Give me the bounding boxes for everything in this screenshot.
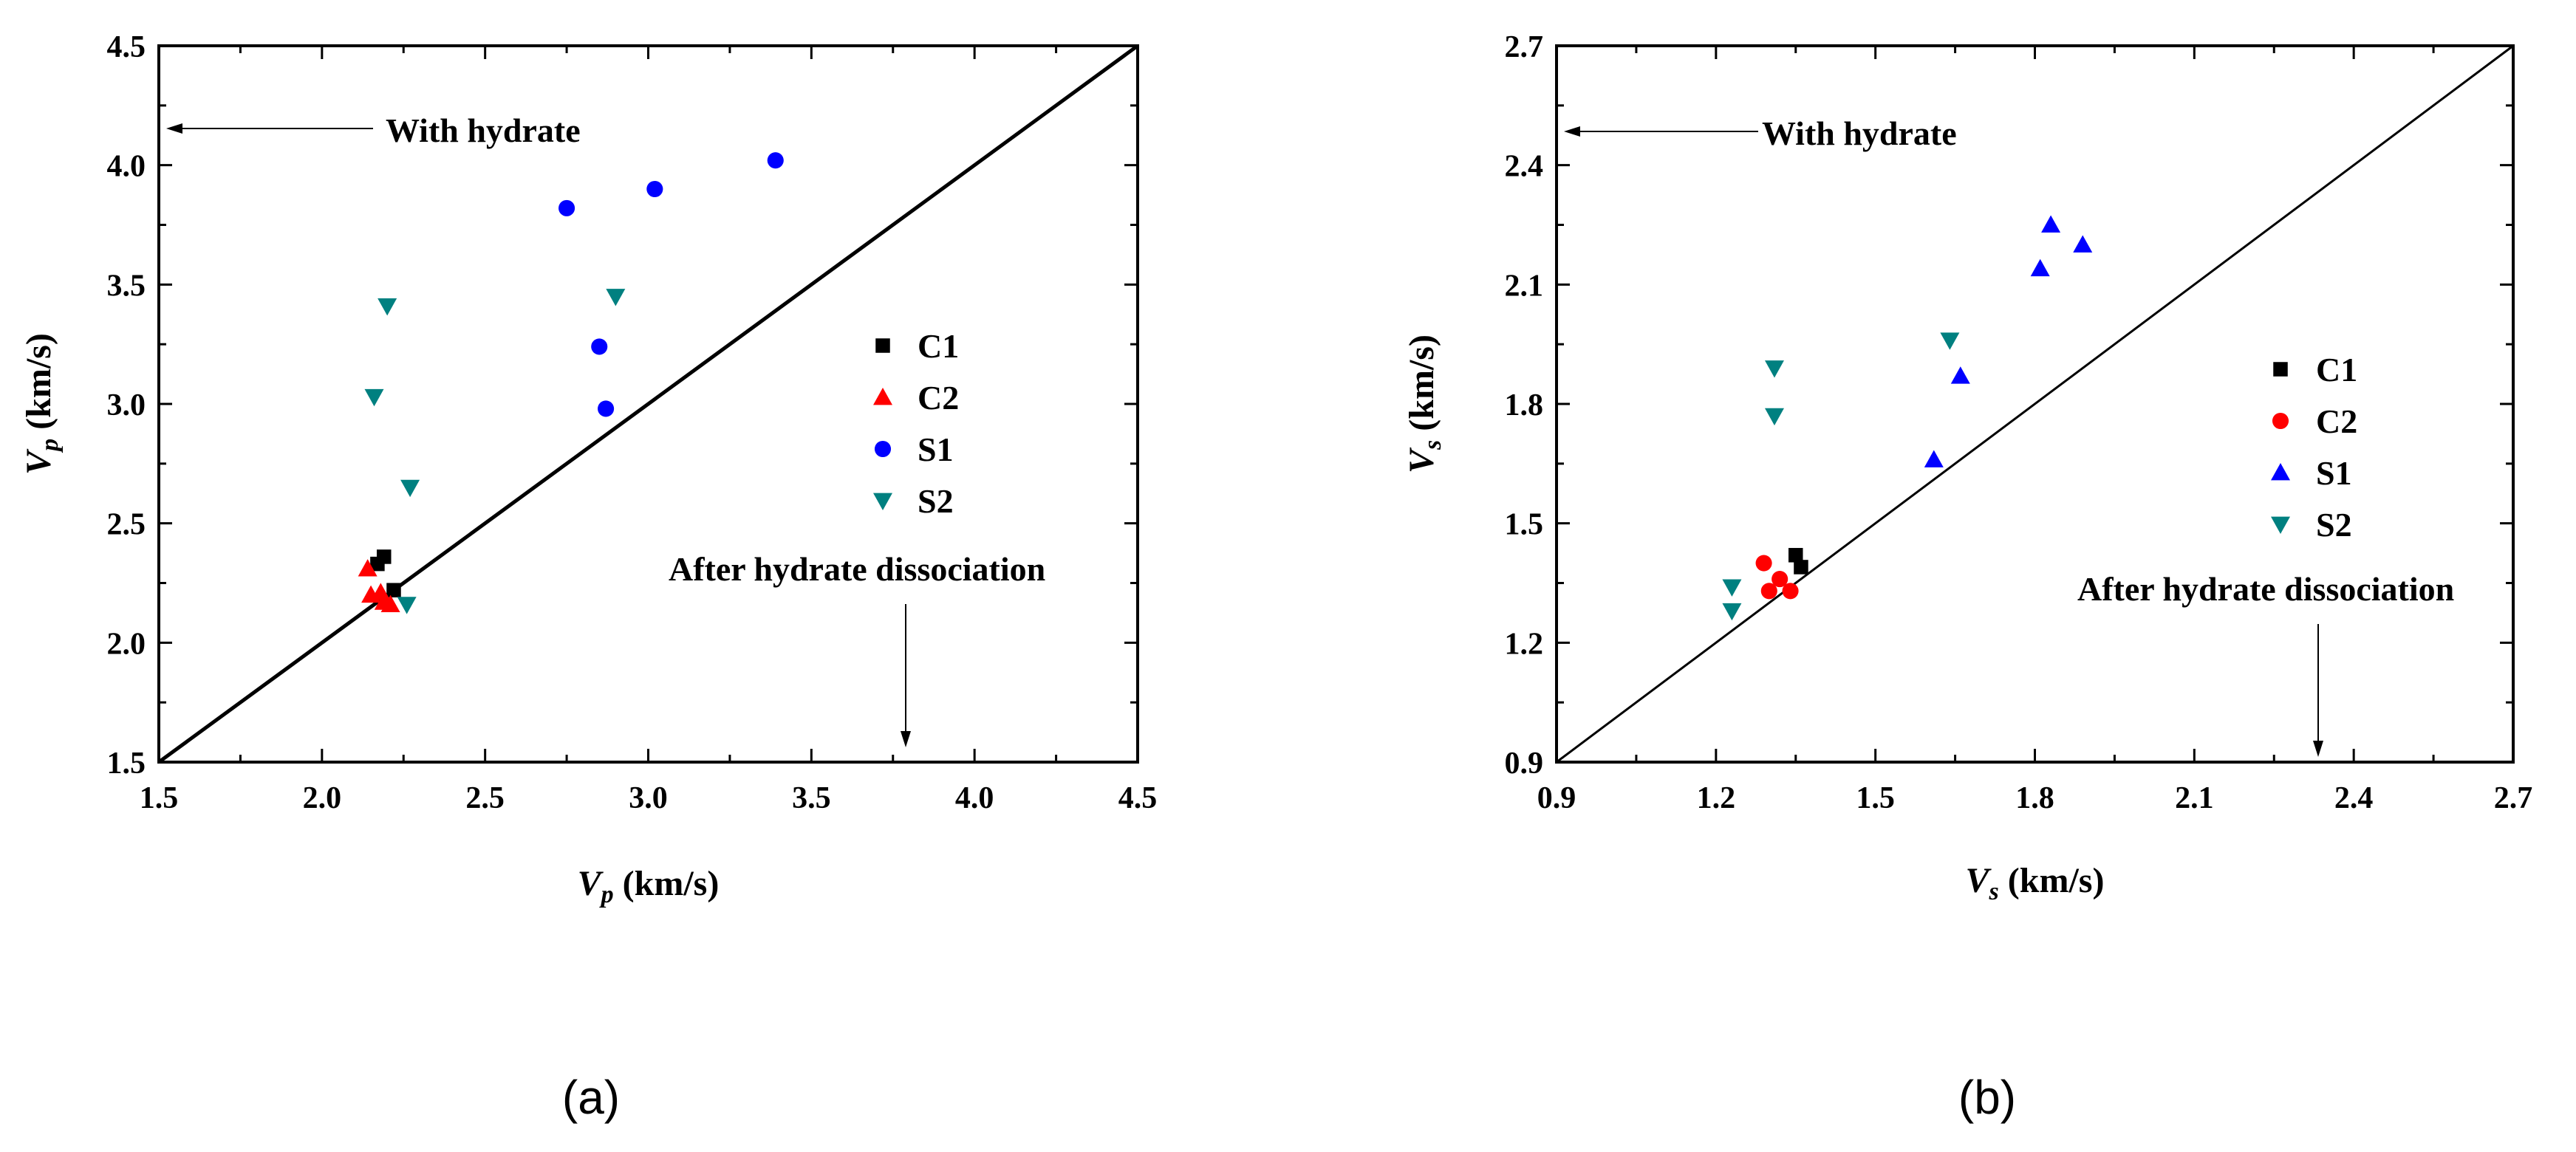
data-point-s2 (1722, 603, 1742, 621)
data-point-s2 (1764, 408, 1784, 426)
legend-marker-c2 (873, 388, 892, 405)
with-hydrate-arrow-head (166, 123, 182, 134)
x-tick-label: 3.5 (792, 781, 831, 815)
data-point-c2 (1755, 555, 1772, 572)
data-point-c2 (1760, 583, 1777, 600)
x-tick-label: 0.9 (1537, 781, 1576, 815)
data-point-c2 (358, 559, 377, 577)
legend-label-s1: S1 (2316, 454, 2352, 492)
x-tick-label: 3.0 (629, 781, 668, 815)
data-point-c2 (1772, 571, 1788, 588)
y-axis-label: Vs (km/s) (1402, 335, 1446, 473)
data-point-s1 (646, 180, 663, 198)
x-tick-label: 2.4 (2334, 781, 2374, 815)
data-point-c1 (386, 583, 401, 597)
x-tick-label: 2.1 (2175, 781, 2214, 815)
y-tick-label: 2.5 (107, 508, 146, 542)
panel-caption: (a) (562, 1071, 620, 1124)
x-tick-label: 1.2 (1697, 781, 1736, 815)
data-point-c2 (1782, 583, 1799, 600)
legend-marker-s1 (874, 440, 892, 458)
data-point-s2 (400, 479, 420, 498)
x-tick-label: 2.0 (303, 781, 342, 815)
reference-line-y-equals-x (1556, 44, 2514, 764)
data-point-c1 (377, 549, 392, 564)
x-tick-label: 1.8 (2015, 781, 2054, 815)
y-tick-label: 3.5 (107, 269, 146, 303)
y-tick-label: 1.8 (1505, 388, 1544, 422)
data-point-c1 (1788, 548, 1803, 563)
with-hydrate-label: With hydrate (1762, 114, 1957, 152)
y-tick-label: 4.0 (107, 150, 146, 184)
legend-label-c2: C2 (2316, 402, 2357, 440)
panel-a: 1.5 2.0 2.5 3.0 3.5 4.0 4.5 1.5 2.0 2.5 3.0 3.5 4.0 4… (19, 30, 1157, 1124)
data-point-s2 (1940, 332, 1960, 350)
reference-line-y-equals-x (157, 44, 1139, 764)
data-point-s1 (1924, 450, 1944, 467)
legend-label-c1: C1 (2316, 351, 2357, 388)
legend-label-s2: S2 (918, 482, 954, 520)
legend-label-c2: C2 (918, 379, 959, 416)
data-point-s2 (1764, 360, 1784, 378)
data-point-s1 (1950, 366, 1970, 384)
after-dissociation-label: After hydrate dissociation (2077, 570, 2454, 608)
legend-marker-c1 (2273, 362, 2288, 377)
data-point-s2 (364, 388, 384, 407)
x-tick-label: 2.7 (2494, 781, 2533, 815)
x-tick-label: 4.5 (1118, 781, 1158, 815)
panel-caption: (b) (1958, 1071, 2016, 1124)
data-point-s1 (767, 152, 784, 169)
y-tick-label: 3.0 (107, 388, 146, 422)
data-point-s2 (606, 289, 626, 306)
data-point-s1 (2041, 215, 2061, 233)
x-tick-label: 2.5 (465, 781, 505, 815)
y-tick-label: 2.1 (1505, 269, 1544, 303)
data-point-s2 (1722, 579, 1742, 597)
after-dissociation-label: After hydrate dissociation (669, 550, 1045, 588)
legend-marker-s2 (2271, 516, 2290, 534)
panel-b: 0.9 1.2 1.5 1.8 2.1 2.4 2.7 0.9 1.2 1.5 1.8 2.1 2.4 2… (1402, 30, 2532, 1124)
x-tick-label: 1.5 (140, 781, 179, 815)
legend-label-c1: C1 (918, 327, 959, 365)
after-dissociation-arrow-head (901, 731, 911, 747)
data-point-s1 (2073, 235, 2093, 253)
y-tick-label: 4.5 (107, 30, 146, 64)
y-tick-label: 2.4 (1505, 150, 1544, 184)
data-point-c2 (380, 594, 400, 612)
after-dissociation-arrow-head (2313, 741, 2323, 757)
y-tick-label: 1.5 (107, 747, 146, 781)
legend-marker-c1 (875, 338, 890, 353)
with-hydrate-arrow-head (1564, 126, 1580, 137)
x-tick-label: 4.0 (955, 781, 994, 815)
x-axis-label: Vs (km/s) (1966, 861, 2105, 905)
y-axis-label: Vp (km/s) (19, 333, 64, 475)
data-point-s1 (2030, 258, 2050, 277)
with-hydrate-label: With hydrate (386, 112, 581, 149)
y-tick-label: 1.5 (1505, 508, 1544, 542)
legend-marker-s1 (2271, 463, 2290, 481)
data-point-s1 (591, 338, 608, 355)
y-tick-label: 2.0 (107, 627, 146, 661)
data-point-c1 (1794, 560, 1808, 575)
legend-label-s2: S2 (2316, 506, 2352, 544)
data-point-s2 (397, 597, 417, 614)
legend-label-s1: S1 (918, 431, 954, 468)
x-axis-label: Vp (km/s) (578, 864, 720, 908)
y-tick-label: 2.7 (1505, 30, 1544, 64)
y-tick-label: 0.9 (1505, 747, 1544, 781)
data-point-s1 (558, 199, 575, 216)
legend-marker-s2 (873, 493, 892, 510)
x-tick-label: 1.5 (1856, 781, 1895, 815)
data-point-s1 (598, 400, 615, 417)
legend-marker-c2 (2272, 412, 2289, 430)
y-tick-label: 1.2 (1505, 627, 1544, 661)
data-point-s2 (377, 298, 397, 316)
